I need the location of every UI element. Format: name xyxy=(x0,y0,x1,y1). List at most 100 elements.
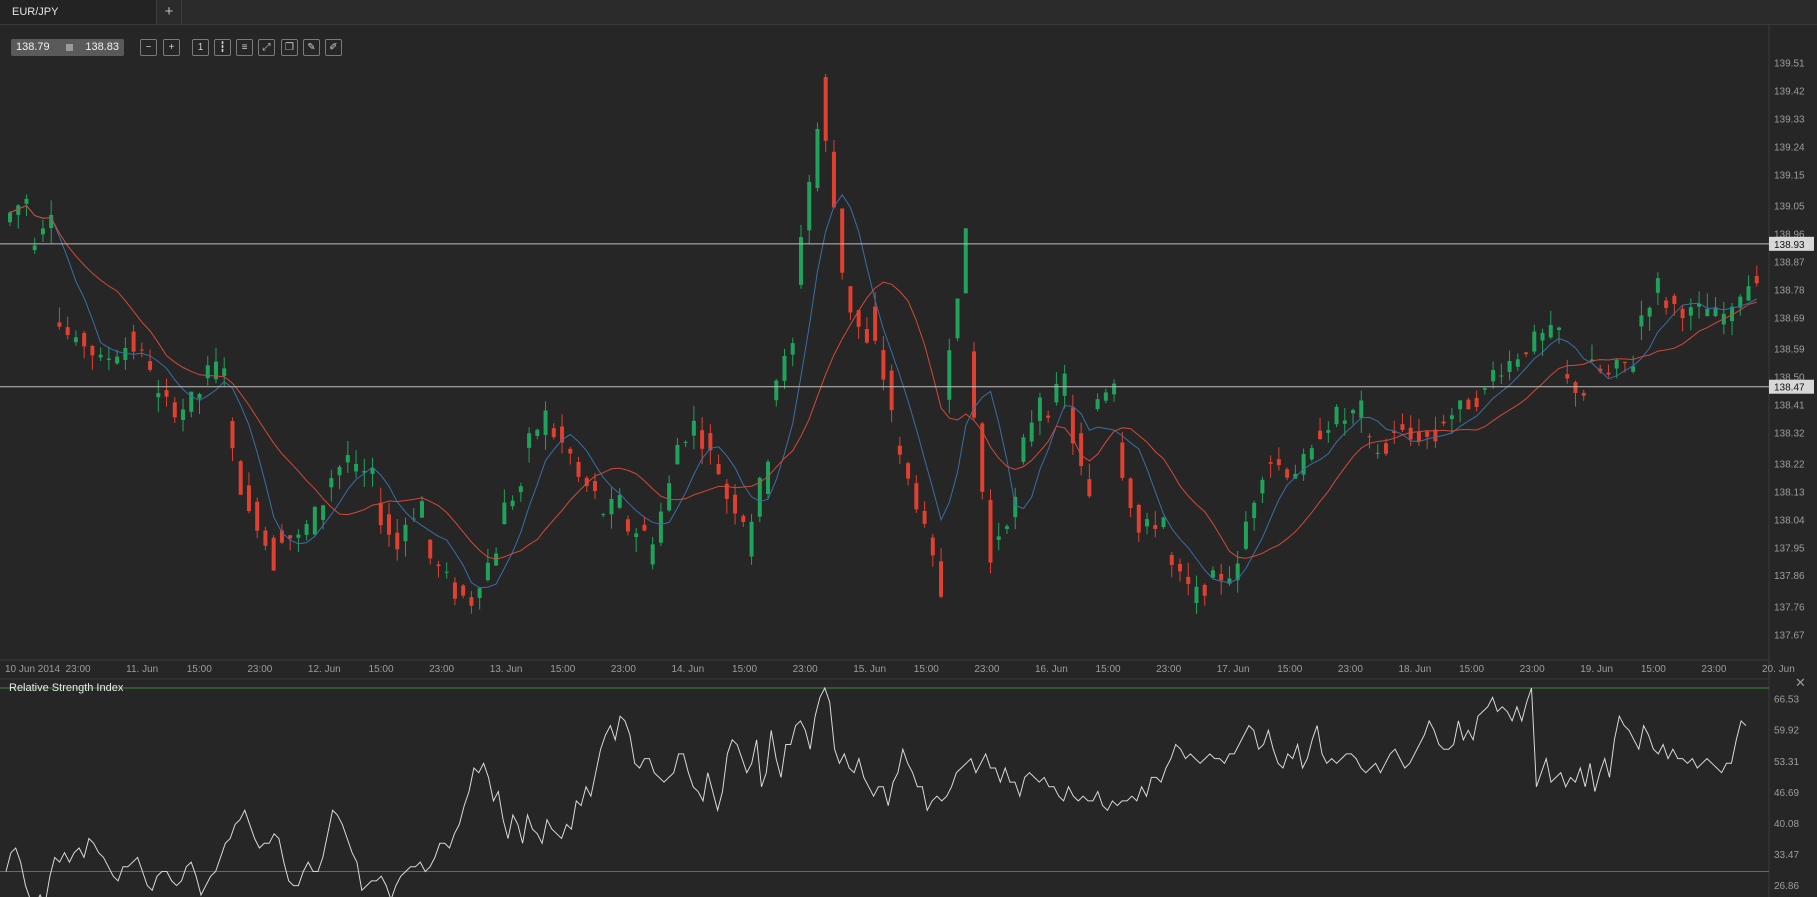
candle-body xyxy=(1227,578,1232,584)
candle-body xyxy=(378,502,383,526)
zoom-out-icon[interactable]: − xyxy=(140,39,157,56)
candle-body xyxy=(741,515,746,522)
candle-body xyxy=(172,402,177,418)
quote-separator xyxy=(66,44,73,51)
price-tick-label: 138.04 xyxy=(1774,515,1805,526)
price-tick-label: 138.87 xyxy=(1774,257,1805,268)
candle-body xyxy=(510,500,515,507)
candle-body xyxy=(337,466,342,476)
candle-body xyxy=(1037,397,1042,421)
candle-body xyxy=(1565,374,1570,379)
quote-box: 138.79 138.83 xyxy=(11,39,124,56)
candle-body xyxy=(329,478,334,488)
timeframe-icon[interactable]: 1 xyxy=(192,39,209,56)
candle-body xyxy=(1342,420,1347,424)
candle-body xyxy=(634,533,639,537)
price-tick-label: 137.86 xyxy=(1774,571,1805,582)
time-tick-label: 23:00 xyxy=(1338,664,1363,675)
candle-body xyxy=(1334,406,1339,425)
candle-body xyxy=(1112,383,1117,395)
price-tick-label: 139.24 xyxy=(1774,143,1805,154)
candle-body xyxy=(1260,479,1265,494)
candle-body xyxy=(24,198,29,204)
candle-body xyxy=(683,441,688,443)
candle-body xyxy=(1688,307,1693,316)
candle-body xyxy=(1400,424,1405,430)
candle-body xyxy=(1515,359,1520,367)
candle-body xyxy=(1524,352,1529,355)
candle-body xyxy=(782,355,787,381)
candle-body xyxy=(1062,373,1067,396)
tab-eur-jpy[interactable]: EUR/JPY xyxy=(0,0,157,24)
candle-body xyxy=(73,337,78,343)
candle-body xyxy=(181,409,186,420)
candle-body xyxy=(823,77,828,141)
time-tick-label: 15:00 xyxy=(187,664,212,675)
candle-body xyxy=(700,430,705,449)
edit-icon[interactable]: ✎ xyxy=(303,39,320,56)
candle-body xyxy=(922,510,927,524)
candle-body xyxy=(1738,296,1743,308)
candle-body xyxy=(790,343,795,355)
candle-body xyxy=(395,532,400,550)
candle-body xyxy=(1408,427,1413,440)
candle-body xyxy=(551,428,556,438)
price-tick-label: 138.22 xyxy=(1774,459,1805,470)
candle-body xyxy=(1013,496,1018,518)
time-tick-label: 15. Jun xyxy=(853,664,886,675)
candle-body xyxy=(1161,517,1166,528)
candle-body xyxy=(156,393,161,398)
time-tick-label: 17. Jun xyxy=(1217,664,1250,675)
time-tick-label: 18. Jun xyxy=(1398,664,1431,675)
candle-body xyxy=(246,485,251,512)
candle-body xyxy=(1466,399,1471,410)
candle-body xyxy=(1243,521,1248,549)
zoom-in-icon[interactable]: + xyxy=(163,39,180,56)
candle-body xyxy=(1079,433,1084,466)
candle-body xyxy=(1318,430,1323,440)
candle-body xyxy=(1573,382,1578,393)
candle-body xyxy=(1383,443,1388,454)
candle-body xyxy=(658,511,663,543)
candle-body xyxy=(1359,400,1364,418)
candle-body xyxy=(131,331,136,352)
candle-body xyxy=(411,518,416,520)
candle-body xyxy=(996,536,1001,540)
candle-body xyxy=(1120,442,1125,478)
rsi-tick-label: 40.08 xyxy=(1774,819,1799,830)
candle-type-icon[interactable]: ┇ xyxy=(214,39,231,56)
candle-body xyxy=(1153,525,1158,529)
objects-icon[interactable]: ❐ xyxy=(281,39,298,56)
add-tab-button[interactable]: + xyxy=(157,0,182,24)
candle-body xyxy=(1392,430,1397,433)
indicators-icon[interactable]: ≡ xyxy=(236,39,253,56)
candle-body xyxy=(90,345,95,356)
candle-body xyxy=(1631,366,1636,372)
close-rsi-icon[interactable]: ✕ xyxy=(1795,675,1806,690)
candle-body xyxy=(1441,421,1446,424)
time-tick-label: 15:00 xyxy=(914,664,939,675)
candle-body xyxy=(1186,576,1191,584)
price-tick-label: 139.33 xyxy=(1774,115,1805,126)
candle-body xyxy=(1581,392,1586,396)
candle-body xyxy=(1087,479,1092,497)
candle-body xyxy=(1433,429,1438,442)
time-tick-label: 15:00 xyxy=(1459,664,1484,675)
candle-body xyxy=(1029,422,1034,442)
chart-settings-icon[interactable]: ⤢ xyxy=(258,39,275,56)
candle-body xyxy=(1276,459,1281,466)
rsi-tick-label: 66.53 xyxy=(1774,695,1799,706)
candle-body xyxy=(1664,300,1669,308)
candle-body xyxy=(1606,372,1611,375)
candle-body xyxy=(864,329,869,343)
rsi-title: Relative Strength Index xyxy=(9,682,124,694)
candle-body xyxy=(1705,308,1710,317)
draw-icon[interactable]: ✐ xyxy=(325,39,342,56)
price-tick-label: 137.76 xyxy=(1774,602,1805,613)
time-tick-label: 10 Jun 2014 xyxy=(5,664,60,675)
time-tick-label: 19. Jun xyxy=(1580,664,1613,675)
candle-body xyxy=(815,128,820,188)
candle-body xyxy=(1194,586,1199,604)
candle-body xyxy=(560,426,565,443)
